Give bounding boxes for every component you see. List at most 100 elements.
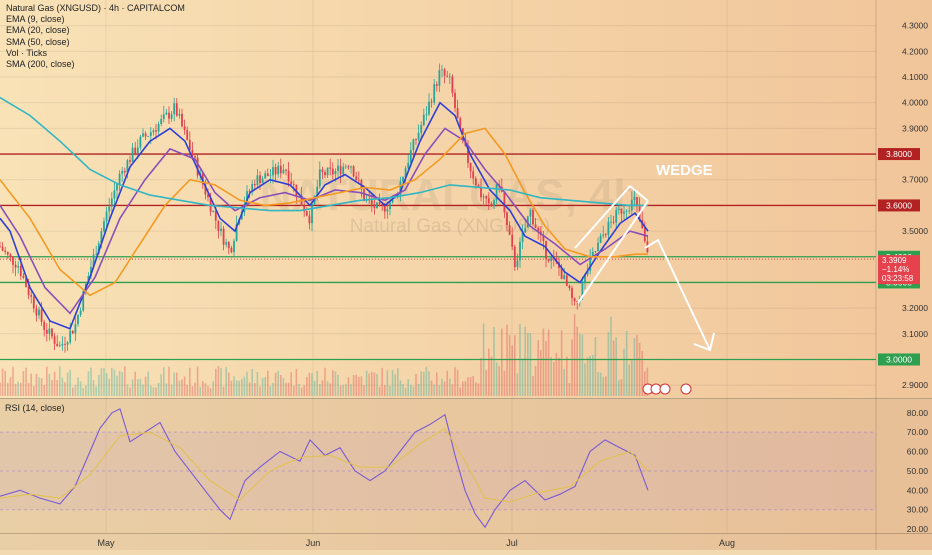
volume-bar (501, 328, 503, 396)
volume-bar (480, 357, 482, 396)
ma-line (0, 96, 648, 212)
volume-bar (46, 366, 48, 396)
volume-bar (194, 382, 196, 396)
volume-bar (251, 368, 253, 396)
candle-body (95, 253, 98, 255)
volume-bar (485, 369, 487, 396)
candle-body (625, 210, 628, 212)
candle-body (597, 242, 599, 252)
volume-bar (365, 370, 368, 396)
candle-body (513, 246, 516, 268)
volume-bar (74, 384, 77, 396)
rsi-tick-label: 50.00 (907, 466, 929, 476)
volume-bar (371, 372, 373, 396)
candle-body (529, 209, 532, 217)
candle-body (175, 103, 178, 116)
volume-bar (503, 370, 506, 396)
candle-body (589, 255, 592, 271)
rsi-tick-label: 60.00 (907, 447, 929, 457)
candle-body (409, 149, 412, 163)
current-price-text: 3.3909 (882, 256, 907, 265)
volume-bar (334, 371, 337, 396)
volume-bar (209, 387, 212, 396)
volume-bar (605, 376, 607, 396)
volume-bar (644, 371, 646, 396)
volume-bar (235, 380, 238, 396)
volume-bar (142, 384, 144, 396)
volume-bar (420, 371, 422, 396)
candle-body (188, 139, 191, 150)
volume-bar (33, 386, 35, 396)
volume-bar (233, 376, 235, 396)
candle-body (602, 234, 605, 236)
volume-bar (625, 330, 628, 396)
candle-body (32, 296, 35, 309)
candle-body (222, 228, 225, 245)
volume-bar (274, 372, 277, 396)
volume-bar (152, 387, 155, 396)
volume-bar (360, 376, 363, 396)
candle-body (45, 329, 48, 334)
candle-body (264, 173, 267, 179)
candle-body (4, 250, 7, 253)
candle-body (422, 114, 425, 126)
volume-bar (9, 377, 12, 396)
candle-body (563, 275, 566, 280)
candle-body (204, 184, 207, 195)
volume-bar (43, 385, 45, 396)
volume-bar (272, 382, 274, 396)
candle-body (74, 324, 77, 334)
candle-body (586, 270, 589, 275)
candle-body (482, 196, 485, 198)
candle-body (441, 69, 443, 71)
candle-body (545, 240, 547, 259)
volume-bar (399, 380, 402, 396)
candle-body (467, 145, 469, 163)
candle-body (506, 212, 508, 226)
volume-bar (568, 383, 571, 396)
volume-bar (618, 380, 620, 396)
volume-bar (573, 314, 576, 396)
volume-bar (493, 326, 495, 396)
level-tag-label: 3.0000 (886, 354, 912, 364)
candle-body (277, 165, 280, 175)
volume-bar (615, 337, 617, 396)
volume-bars (0, 314, 649, 396)
candle-body (19, 266, 22, 276)
candle-body (285, 169, 287, 171)
candle-body (40, 309, 43, 322)
candle-body (282, 169, 285, 174)
volume-bar (103, 368, 105, 396)
candle-body (207, 194, 209, 198)
volume-bar (521, 358, 524, 396)
volume-bar (516, 373, 519, 396)
candle-body (480, 186, 482, 198)
candle-body (534, 224, 537, 228)
volume-bar (155, 387, 157, 396)
indicator-sma200: SMA (200, close) (6, 59, 75, 70)
volume-bar (298, 383, 300, 396)
volume-bar (443, 381, 446, 396)
candle-body (511, 234, 514, 247)
candle-body (324, 171, 326, 176)
candle-body (308, 215, 311, 224)
candle-body (532, 209, 534, 225)
rsi-tick-label: 80.00 (907, 408, 929, 418)
candle-body (131, 147, 134, 162)
volume-bar (295, 368, 298, 396)
volume-bar (64, 382, 66, 396)
volume-bar (285, 382, 287, 396)
volume-bar (311, 373, 313, 396)
candle-body (402, 177, 404, 182)
candle-body (121, 170, 124, 174)
projection-arrow-head (693, 332, 715, 352)
volume-bar (173, 372, 175, 396)
candle-body (246, 191, 248, 204)
price-tick-label: 3.1000 (902, 329, 928, 339)
volume-bar (108, 378, 110, 396)
ma-line (0, 127, 648, 297)
volume-bar (100, 368, 103, 396)
candle-body (116, 184, 118, 191)
candle-body (27, 286, 30, 296)
candle-body (136, 147, 139, 154)
